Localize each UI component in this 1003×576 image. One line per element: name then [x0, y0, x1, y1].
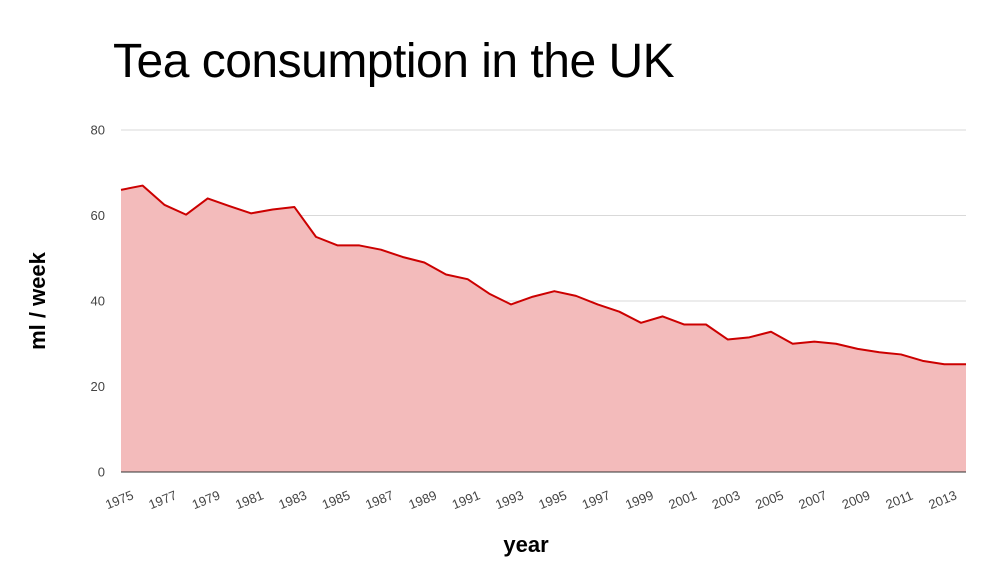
x-tick-label: 1979: [190, 487, 222, 512]
series-area: [121, 185, 966, 472]
y-tick-label: 40: [91, 294, 105, 309]
series-line: [120, 184, 966, 366]
y-tick-label: 60: [91, 208, 105, 223]
chart-title: Tea consumption in the UK: [113, 35, 675, 88]
x-tick-label: 1975: [103, 487, 135, 512]
x-tick-label: 1985: [320, 487, 352, 512]
x-tick-label: 2001: [666, 487, 698, 512]
x-tick-label: 1987: [363, 487, 395, 512]
x-tick-label: 1995: [536, 487, 568, 512]
x-tick-label: 2005: [753, 487, 785, 512]
y-tick-label: 80: [91, 123, 105, 138]
x-tick-label: 1999: [623, 487, 655, 512]
x-tick-label: 2007: [796, 487, 828, 512]
y-tick-label: 0: [98, 465, 105, 480]
y-tick-label: 20: [91, 379, 105, 394]
x-tick-label: 1977: [146, 487, 178, 512]
x-tick-label: 2011: [884, 488, 916, 512]
x-tick-label: 1997: [580, 487, 612, 512]
x-tick-label: 1993: [493, 487, 525, 512]
x-tick-label: 1983: [276, 487, 308, 512]
x-tick-label: 2013: [926, 487, 958, 512]
x-tick-label: 1991: [450, 487, 482, 512]
x-axis-label: year: [503, 532, 549, 557]
x-tick-label: 1981: [233, 487, 265, 512]
x-tick-label: 2009: [840, 487, 872, 512]
x-tick-label: 2003: [710, 487, 742, 512]
x-tick-label: 1989: [406, 487, 438, 512]
